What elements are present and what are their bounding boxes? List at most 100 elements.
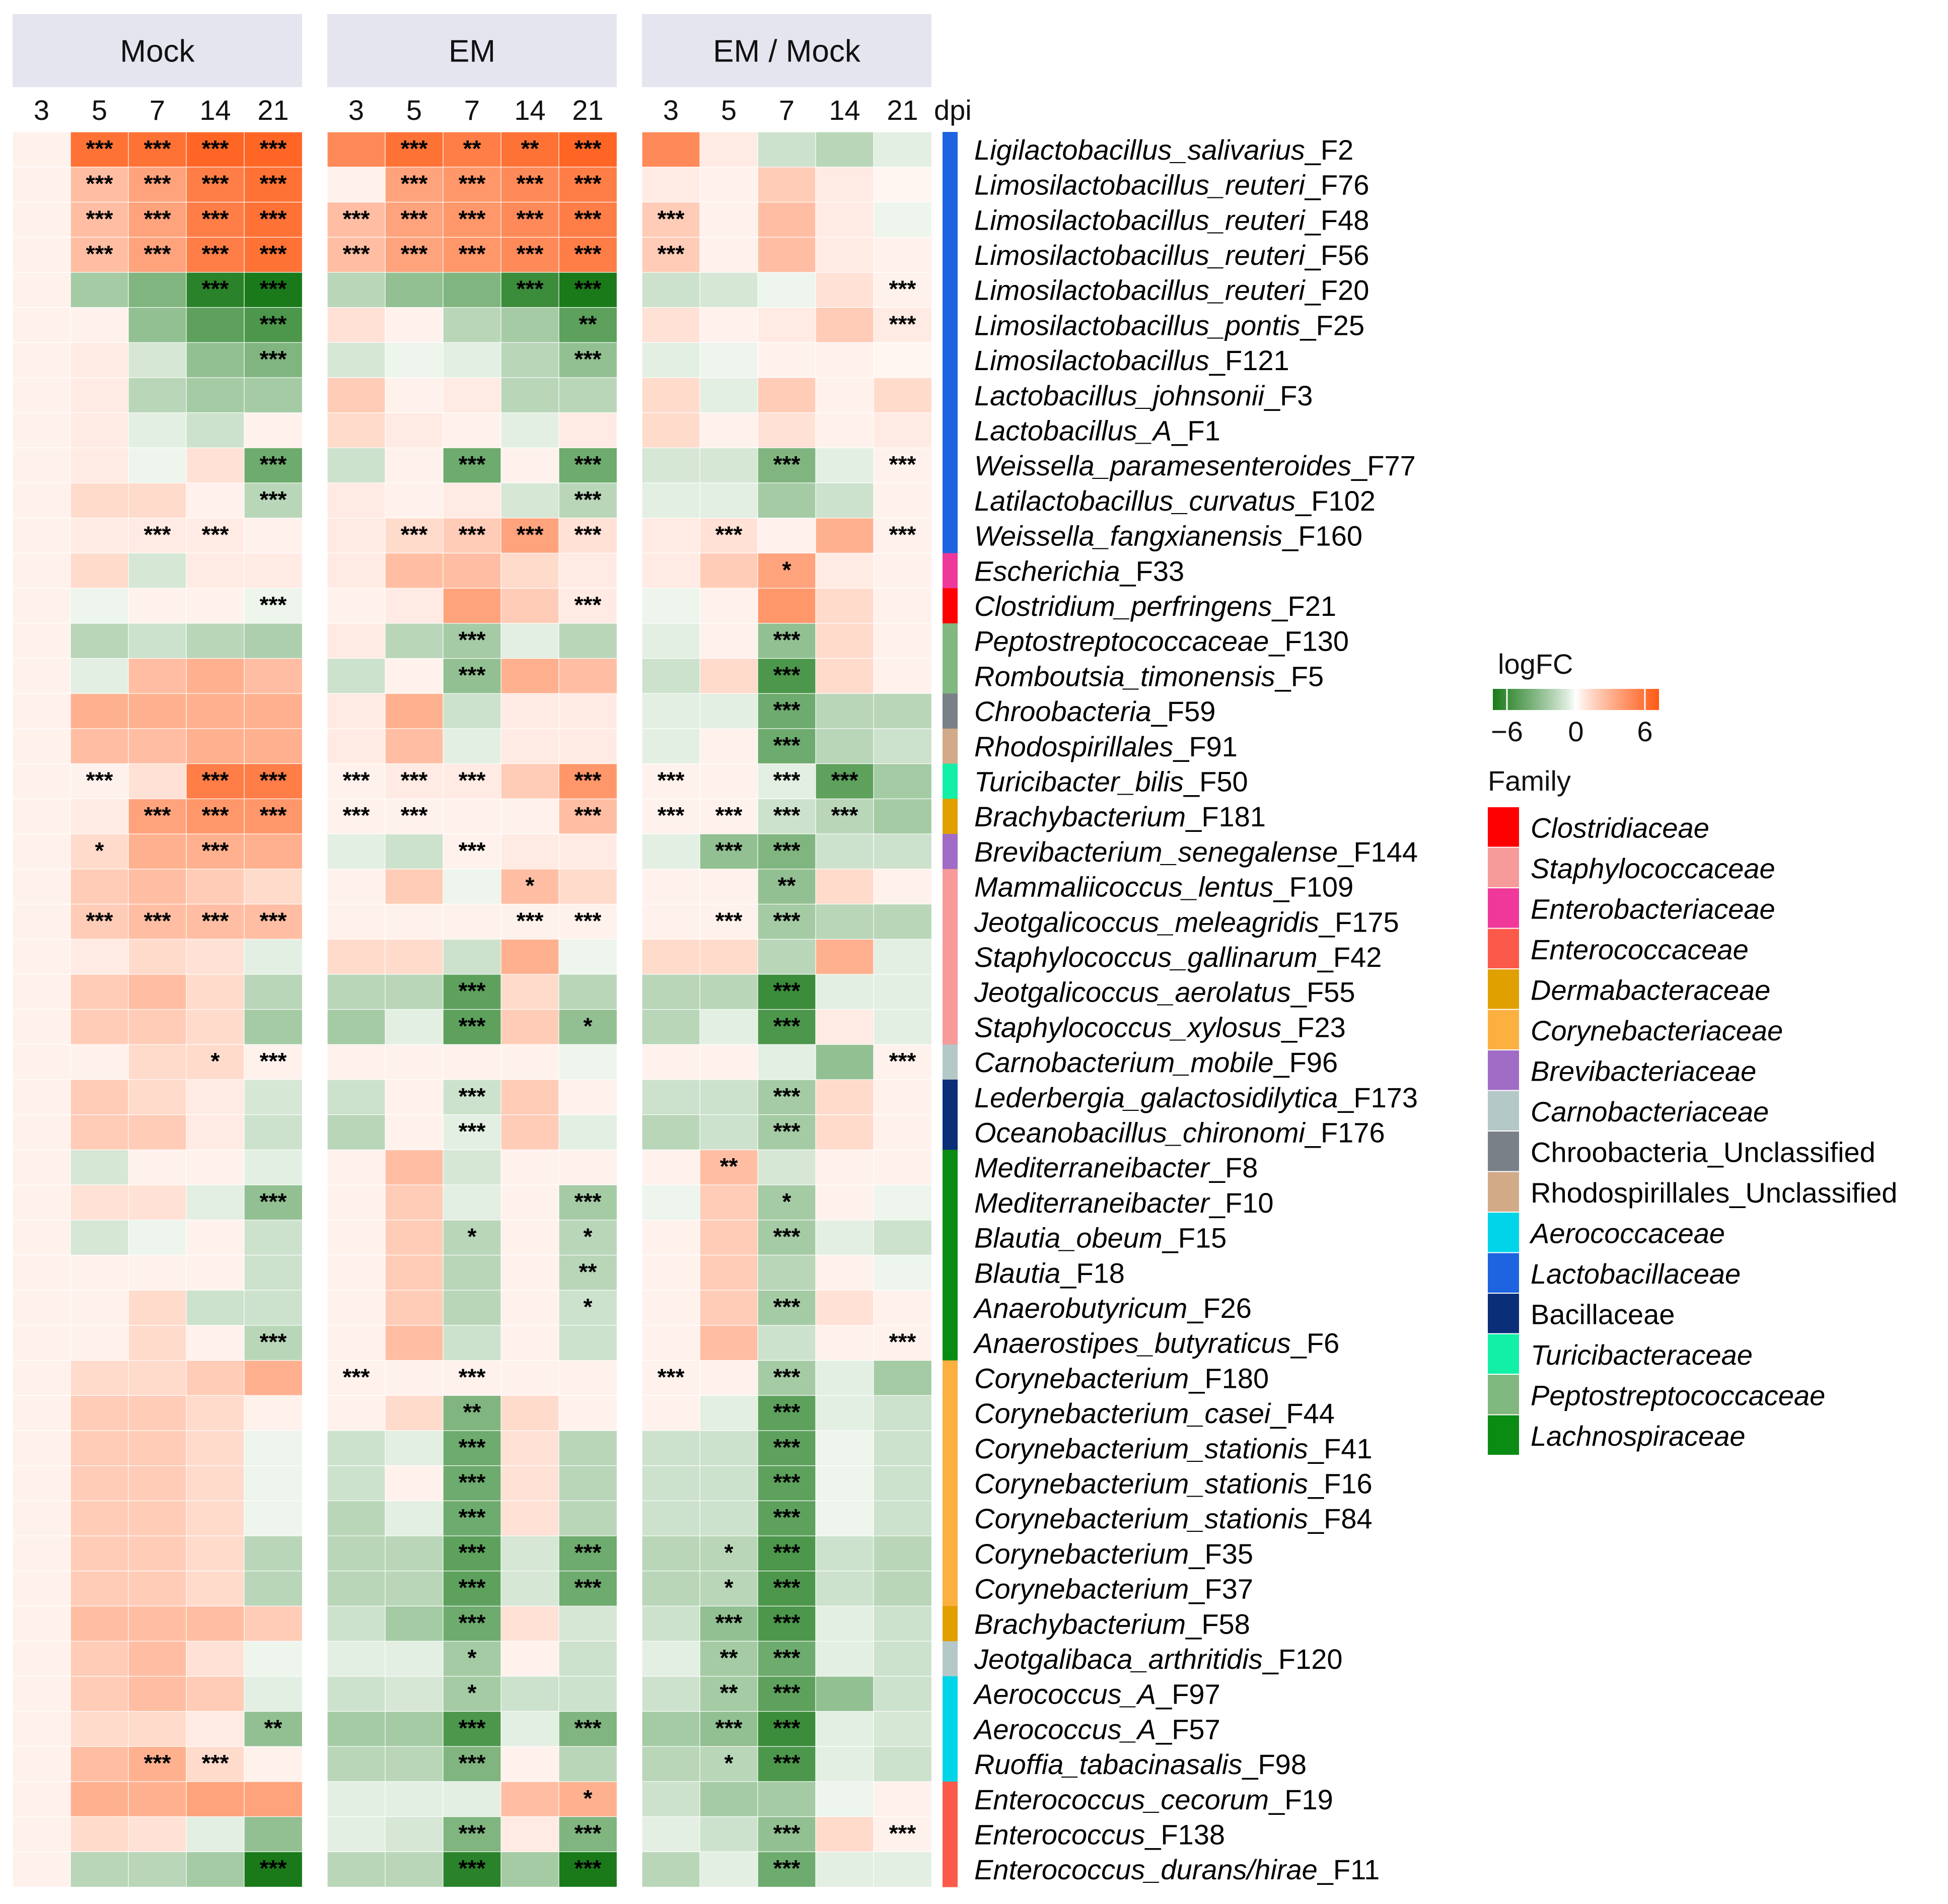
heatmap-cell <box>128 1044 187 1080</box>
heatmap-cell <box>500 1746 560 1782</box>
heatmap-cell <box>70 833 129 870</box>
heatmap-cell <box>186 1571 245 1607</box>
legend-label: Chroobacteria_Unclassified <box>1531 1136 1875 1168</box>
significance-mark: *** <box>202 241 229 267</box>
heatmap-cell <box>757 1851 817 1888</box>
heatmap-cell <box>70 1571 129 1607</box>
row-label: Aerococcus_A_F57 <box>973 1713 1220 1745</box>
heatmap-cell <box>385 974 444 1010</box>
significance-mark: *** <box>459 662 486 688</box>
heatmap-cell <box>186 903 245 940</box>
heatmap-cell <box>641 1535 701 1572</box>
heatmap-cell <box>327 1254 386 1291</box>
significance-mark: *** <box>574 486 602 513</box>
significance-mark: *** <box>343 1364 370 1390</box>
significance-mark: *** <box>715 907 743 934</box>
row-label: Carnobacterium_mobile_F96 <box>974 1046 1338 1078</box>
heatmap-cell <box>327 1044 386 1080</box>
legend-swatch <box>1488 807 1519 847</box>
significance-mark: *** <box>773 1715 801 1741</box>
legend-label: Bacillaceae <box>1531 1298 1675 1330</box>
significance-mark: *** <box>773 1118 801 1144</box>
heatmap-cell <box>873 1746 932 1782</box>
family-color-bar <box>943 799 958 834</box>
heatmap-cell <box>70 482 129 519</box>
colorbar-title: logFC <box>1498 648 1573 680</box>
heatmap-cell <box>500 307 560 343</box>
panel-title: EM / Mock <box>713 34 861 69</box>
heatmap-cell <box>500 1816 560 1853</box>
heatmap-cell <box>186 1465 245 1502</box>
heatmap-cell <box>699 482 759 519</box>
heatmap-cell <box>12 272 71 308</box>
heatmap-cell <box>12 1009 71 1045</box>
significance-mark: *** <box>459 1750 486 1776</box>
heatmap-cell <box>641 1009 701 1045</box>
significance-mark: *** <box>773 697 801 723</box>
heatmap-cell <box>244 833 303 870</box>
heatmap-cell <box>699 201 759 238</box>
significance-mark: *** <box>574 276 602 302</box>
heatmap-cell <box>500 1641 560 1677</box>
heatmap-cell <box>385 903 444 940</box>
heatmap-cell <box>873 1535 932 1572</box>
heatmap-cell <box>641 552 701 589</box>
heatmap-cell <box>244 798 303 835</box>
heatmap-cell <box>443 1290 502 1326</box>
heatmap-cell <box>128 552 187 589</box>
heatmap-cell <box>558 1816 618 1853</box>
heatmap-cell <box>873 1009 932 1045</box>
legend-label: Clostridiaceae <box>1531 812 1709 843</box>
heatmap-cell <box>699 1465 759 1502</box>
heatmap-cell <box>757 1465 817 1502</box>
heatmap-cell <box>186 1254 245 1291</box>
heatmap-cell <box>815 693 875 729</box>
significance-mark: *** <box>401 171 428 197</box>
significance-mark: *** <box>144 907 171 934</box>
legend-swatch <box>1488 929 1519 968</box>
heatmap-cell <box>558 482 618 519</box>
heatmap-cell <box>12 833 71 870</box>
heatmap-cell <box>385 1641 444 1677</box>
timepoint-label: 21 <box>257 94 288 126</box>
heatmap-cell <box>443 377 502 413</box>
significance-mark: ** <box>720 1680 738 1706</box>
heatmap-cell <box>815 1535 875 1572</box>
significance-mark: *** <box>202 135 229 162</box>
heatmap-cell <box>244 1465 303 1502</box>
family-color-bar <box>943 1150 958 1185</box>
significance-marks: *** *** *** *** *** ** ** ****** *** *** *** *** ***… <box>86 135 916 1881</box>
significance-mark: *** <box>773 978 801 1004</box>
heatmap-cell <box>128 588 187 624</box>
heatmap-cell <box>873 623 932 659</box>
heatmap-cell <box>443 903 502 940</box>
heatmap-cell <box>244 1816 303 1853</box>
heatmap-cell <box>186 939 245 975</box>
significance-mark: *** <box>773 1224 801 1250</box>
heatmap-cell <box>873 167 932 203</box>
heatmap-cell <box>327 658 386 694</box>
heatmap-cell <box>70 1430 129 1466</box>
heatmap-cell <box>500 1465 560 1502</box>
family-color-bar <box>943 1255 958 1291</box>
heatmap-cell <box>699 307 759 343</box>
heatmap-cell <box>385 1290 444 1326</box>
heatmap-cell <box>500 833 560 870</box>
row-label: Corynebacterium_F35 <box>974 1538 1253 1570</box>
panel-header-bg <box>327 14 617 87</box>
significance-mark: * <box>725 1750 734 1776</box>
significance-mark: * <box>584 1294 593 1320</box>
heatmap-cell <box>385 1816 444 1853</box>
heatmap-cell <box>244 974 303 1010</box>
heatmap-cell <box>385 1395 444 1431</box>
heatmap-cell <box>873 201 932 238</box>
heatmap-cell <box>186 342 245 379</box>
heatmap-cell <box>128 939 187 975</box>
heatmap-cell <box>641 833 701 870</box>
timepoint-label: 7 <box>779 94 795 126</box>
heatmap-cell <box>815 1465 875 1502</box>
heatmap-cell <box>385 412 444 449</box>
heatmap-cell <box>757 518 817 554</box>
heatmap-cell <box>558 869 618 905</box>
significance-mark: *** <box>459 1575 486 1601</box>
